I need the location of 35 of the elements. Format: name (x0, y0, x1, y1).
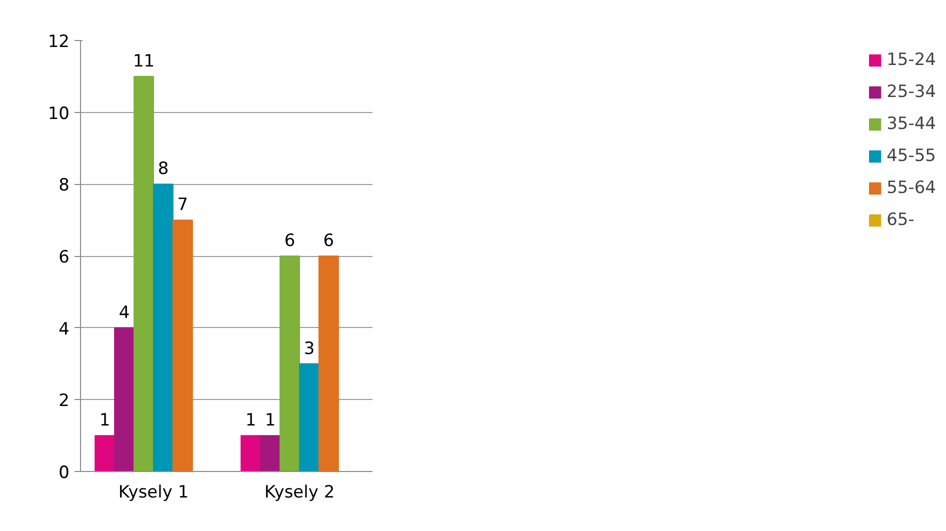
y-tick-label: 8 (58, 176, 70, 196)
bar (114, 327, 135, 472)
y-tick-label: 4 (58, 319, 70, 340)
data-label: 6 (323, 231, 334, 251)
bar (134, 76, 154, 472)
bar (94, 435, 116, 472)
data-label: 4 (118, 302, 130, 323)
x-tick-label: Kysely 2 (264, 482, 335, 502)
data-label: 11 (132, 51, 155, 72)
legend-label: 65- (886, 210, 914, 230)
x-tick-label: Kysely 1 (118, 482, 189, 502)
bar (172, 220, 193, 472)
bar (153, 184, 174, 472)
bar (240, 435, 262, 472)
bar (318, 256, 339, 472)
data-label: 1 (264, 410, 276, 431)
data-label: 7 (177, 195, 188, 216)
data-label: 8 (158, 159, 169, 180)
y-tick-label: 6 (58, 248, 70, 268)
bar (260, 435, 281, 472)
legend-label: 55-64 (886, 178, 936, 198)
legend-label: 15-24 (886, 50, 936, 70)
legend-label: 25-34 (886, 82, 936, 102)
data-label: 1 (245, 410, 256, 431)
y-tick-label: 2 (58, 391, 70, 412)
data-label: 6 (284, 231, 296, 251)
data-label: 3 (304, 338, 315, 359)
legend-label: 45-55 (886, 146, 936, 166)
bar (280, 256, 300, 472)
data-label: 1 (99, 410, 110, 431)
y-tick-label: 12 (48, 32, 70, 52)
bar (299, 363, 320, 472)
legend-label: 35-44 (886, 114, 936, 134)
y-tick-label: 10 (48, 104, 70, 124)
y-tick-label: 0 (58, 463, 70, 483)
